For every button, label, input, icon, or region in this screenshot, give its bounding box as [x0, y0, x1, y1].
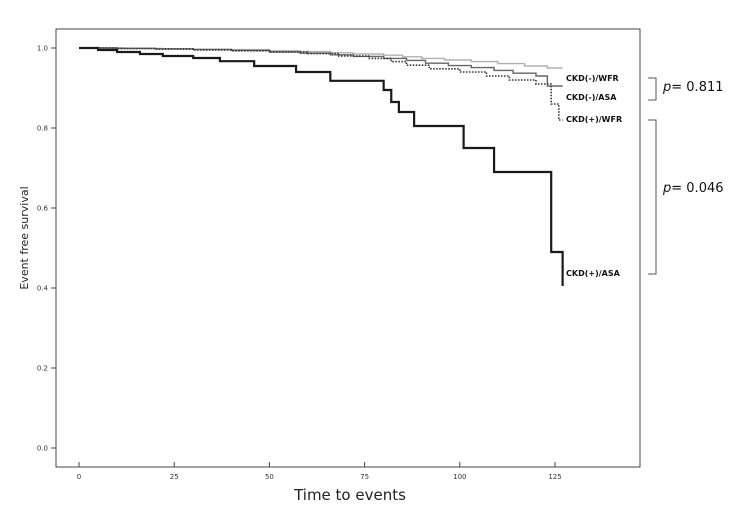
p-value-bracket [648, 119, 657, 275]
y-tick-label: 0.4 [37, 285, 49, 293]
series-line-ckd-wfr [79, 47, 563, 69]
x-axis: 0 25 50 75 100 125 [77, 462, 562, 481]
plot-frame [55, 28, 641, 468]
series-label: CKD(+)/WFR [566, 115, 622, 124]
y-axis: 0.0 0.2 0.4 0.6 0.8 1.0 [37, 45, 56, 453]
p-value-label: p= 0.046 [662, 181, 724, 196]
series-line-ckd-asa [79, 46, 564, 286]
p-value-annotations: p= 0.811 p= 0.046 [648, 77, 724, 275]
series-line-ckd-wfr [79, 47, 563, 121]
p-value-bracket [648, 77, 657, 101]
y-tick-label: 0.8 [37, 125, 48, 133]
x-tick-label: 50 [265, 473, 274, 481]
x-tick-label: 125 [548, 473, 561, 481]
y-tick-label: 0.2 [37, 365, 48, 373]
x-tick-label: 75 [360, 473, 369, 481]
y-axis-title: Event free survival [18, 186, 31, 289]
series-layer [79, 46, 564, 286]
x-axis-title: Time to events [293, 486, 406, 504]
y-tick-label: 1.0 [37, 45, 48, 53]
y-tick-label: 0.6 [37, 205, 49, 213]
series-labels: CKD(-)/WFR CKD(-)/ASA CKD(+)/WFR CKD(+)/ASA [566, 74, 622, 278]
x-tick-label: 0 [77, 473, 81, 481]
plot-border [55, 28, 641, 468]
x-tick-label: 25 [170, 473, 179, 481]
series-label: CKD(-)/WFR [566, 74, 619, 83]
series-label: CKD(+)/ASA [566, 269, 621, 278]
series-label: CKD(-)/ASA [566, 93, 617, 102]
y-tick-label: 0.0 [37, 445, 48, 453]
x-tick-label: 100 [453, 473, 466, 481]
p-value-label: p= 0.811 [662, 80, 724, 95]
